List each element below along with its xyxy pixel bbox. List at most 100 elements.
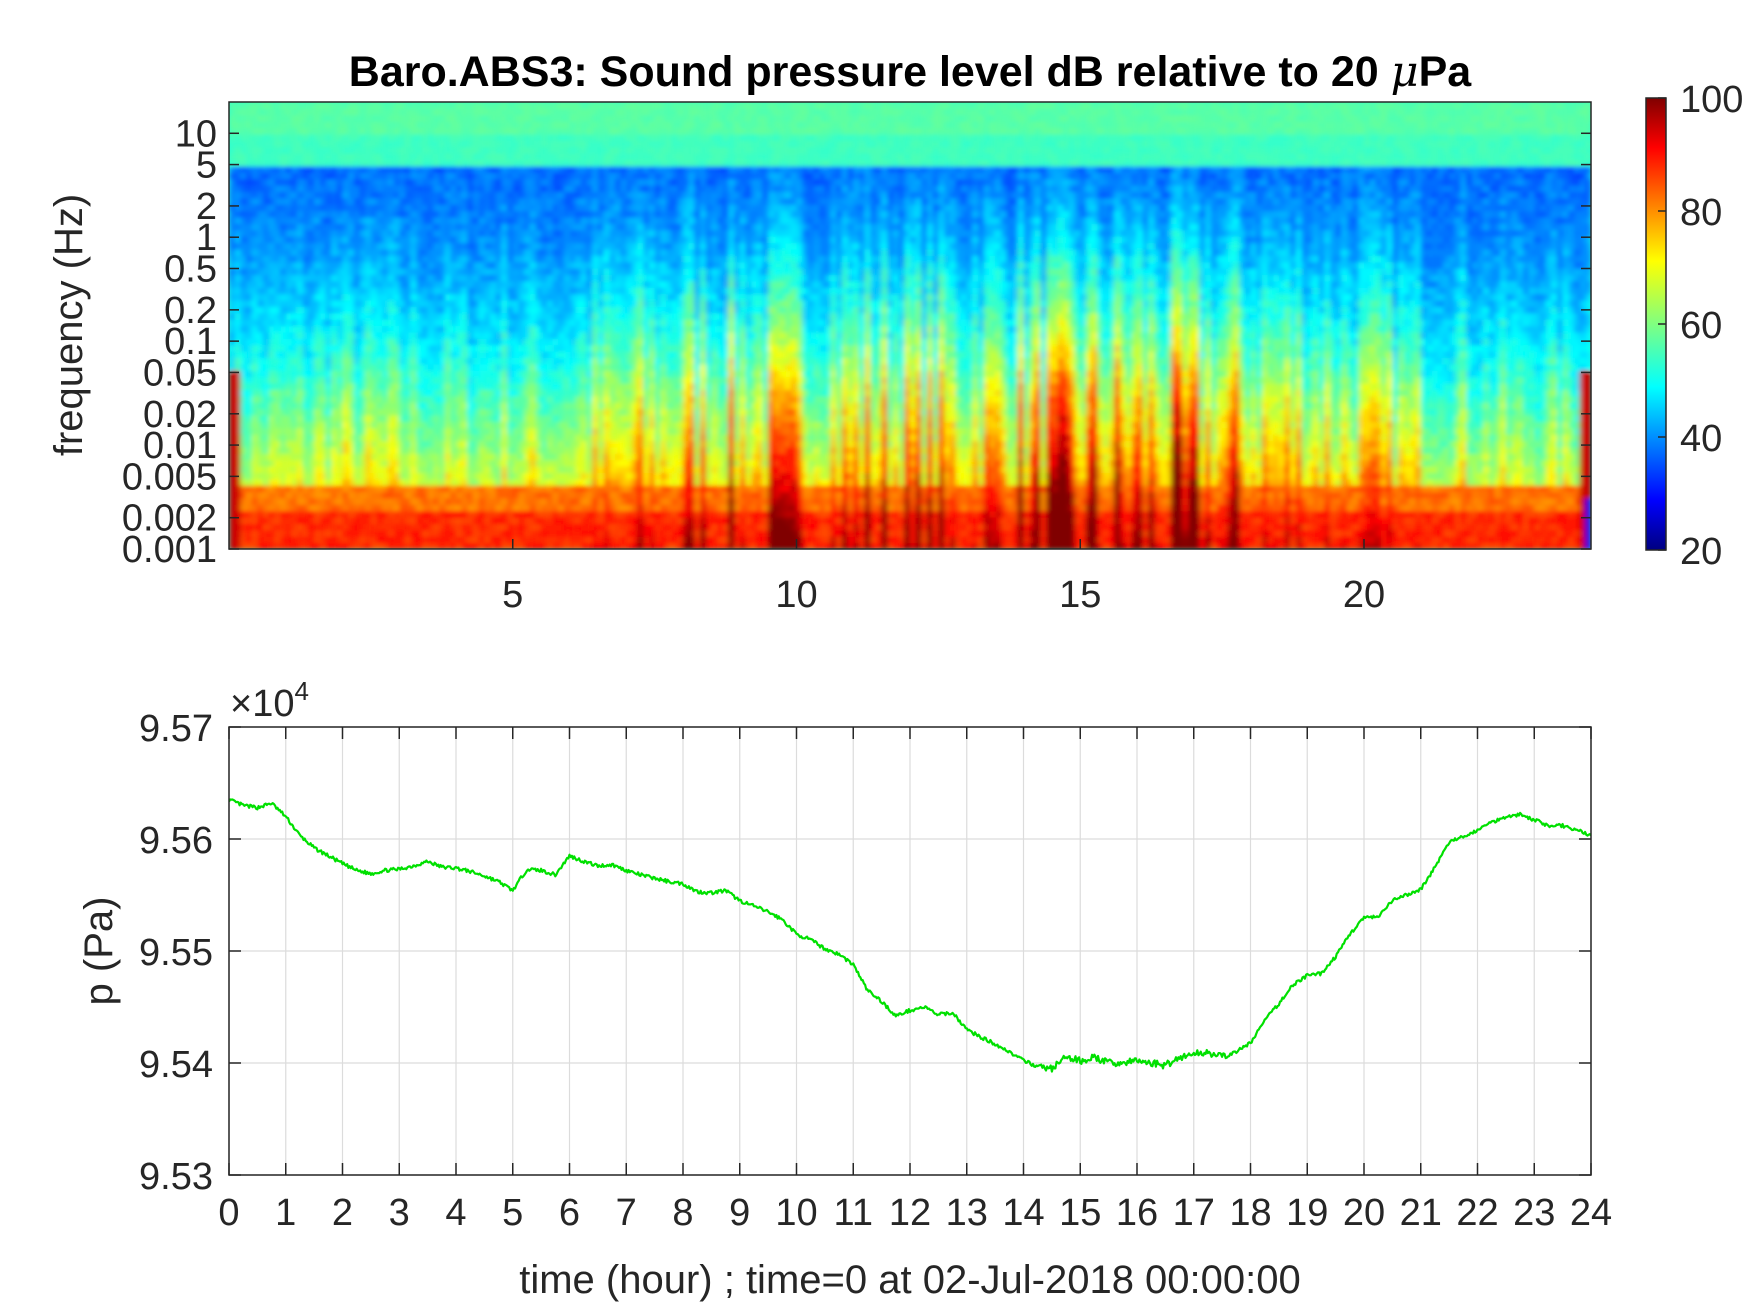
spectrogram-cell (1403, 523, 1410, 531)
spectrogram-cell (518, 510, 525, 518)
spectrogram-cell (1403, 472, 1410, 480)
spectrogram-cell (1154, 446, 1161, 454)
spectrogram-cell (654, 440, 661, 448)
spectrogram-cell (251, 510, 258, 518)
spectrogram-cell (387, 446, 395, 454)
spectrogram-cell (1034, 478, 1042, 486)
spectrogram-cell (1318, 434, 1325, 442)
spectrogram-cell (700, 446, 707, 454)
spectrogram-cell (1386, 465, 1393, 473)
spectrogram-cell (1051, 497, 1059, 505)
spectrogram-cell (1023, 434, 1030, 442)
spectrogram-cell (387, 440, 395, 448)
spectrogram-cell (683, 440, 690, 448)
spectrogram-cell (955, 465, 962, 473)
spectrogram-cell (1318, 491, 1325, 499)
spectrogram-cell (665, 523, 673, 531)
spectrogram-cell (927, 421, 934, 429)
spectrogram-cell (949, 414, 956, 422)
spectrogram-cell (1312, 472, 1320, 480)
spectrogram-cell (438, 510, 446, 518)
spectrogram-cell (1562, 510, 1569, 518)
spectrogram-cell (1182, 446, 1189, 454)
spectrogram-cell (671, 523, 678, 531)
spectrogram-cell (892, 459, 900, 467)
spectrogram-cell (1017, 478, 1025, 486)
spectrogram-cell (1159, 510, 1166, 518)
spectrogram-cell (1182, 485, 1189, 493)
spectrogram-cell (643, 536, 650, 544)
spectrogram-cell (643, 504, 650, 512)
spectrogram-cell (348, 414, 355, 422)
spectrogram-cell (955, 491, 962, 499)
spectrogram-cell (1392, 536, 1399, 544)
spectrogram-cell (456, 465, 463, 473)
spectrogram-cell (1012, 446, 1019, 454)
spectrogram-cell (932, 510, 939, 518)
spectrogram-cell (229, 414, 236, 422)
spectrogram-cell (978, 446, 985, 454)
spectrogram-cell (308, 542, 315, 549)
spectrogram-cell (1585, 453, 1591, 461)
spectrogram-cell (1511, 434, 1518, 442)
spectrogram-cell (921, 434, 928, 442)
spectrogram-cell (1205, 504, 1212, 512)
spectrogram-cell (336, 434, 344, 442)
spectrogram-cell (1364, 427, 1371, 435)
spectrogram-cell (643, 510, 650, 518)
spectrogram-cell (955, 453, 962, 461)
spectrogram-cell (331, 504, 338, 512)
spectrogram-cell (751, 491, 758, 499)
spectrogram-cell (285, 485, 293, 493)
spectrogram-cell (1488, 536, 1496, 544)
spectrogram-cell (353, 497, 361, 505)
spectrogram-cell (1511, 504, 1518, 512)
spectrogram-cell (796, 421, 803, 429)
spectrogram-cell (484, 421, 491, 429)
spectrogram-cell (711, 504, 718, 512)
spectrogram-cell (1114, 453, 1121, 461)
spectrogram-cell (1488, 465, 1496, 473)
spectrogram-cell (1097, 421, 1104, 429)
spectrogram-cell (983, 504, 991, 512)
spectrogram-cell (1199, 491, 1206, 499)
spectrogram-cell (1233, 529, 1240, 537)
spectrogram-cell (955, 459, 962, 467)
spectrogram-cell (563, 517, 571, 525)
spectrogram-cell (507, 434, 514, 442)
spectrogram-cell (728, 491, 735, 499)
spectrogram-cell (1091, 414, 1098, 422)
spectrogram-cell (1483, 491, 1490, 499)
spectrogram-cell (1352, 465, 1359, 473)
spectrogram-cell (904, 427, 911, 435)
spectrogram-cell (978, 459, 985, 467)
spectrogram-cell (359, 485, 366, 493)
spectrogram-cell (1522, 504, 1530, 512)
spectrogram-cell (1074, 491, 1081, 499)
spectrogram-cell (705, 517, 712, 525)
spectrogram-cell (268, 542, 275, 549)
spectrogram-cell (1500, 434, 1507, 442)
spectrogram-cell (427, 453, 434, 461)
spectrogram-cell (637, 465, 644, 473)
spectrogram-cell (597, 459, 605, 467)
spectrogram-cell (626, 536, 633, 544)
spectrogram-cell (1205, 421, 1212, 429)
spectrogram-cell (268, 472, 275, 480)
spectrogram-cell (694, 491, 701, 499)
spectrogram-cell (546, 485, 554, 493)
spectrogram-cell (1227, 517, 1235, 525)
spectrogram-cell (1119, 440, 1127, 448)
spectrogram-cell (308, 427, 315, 435)
spectrogram-cell (1068, 427, 1076, 435)
spectrogram-cell (1051, 523, 1059, 531)
spectrogram-cell (575, 523, 582, 531)
spectrogram-cell (915, 478, 922, 486)
spectrogram-cell (308, 523, 315, 531)
spectrogram-cell (507, 446, 514, 454)
spectrogram-cell (1131, 421, 1138, 429)
spectrogram-cell (427, 497, 434, 505)
spectrogram-cell (268, 478, 275, 486)
spectrogram-cell (467, 421, 474, 429)
